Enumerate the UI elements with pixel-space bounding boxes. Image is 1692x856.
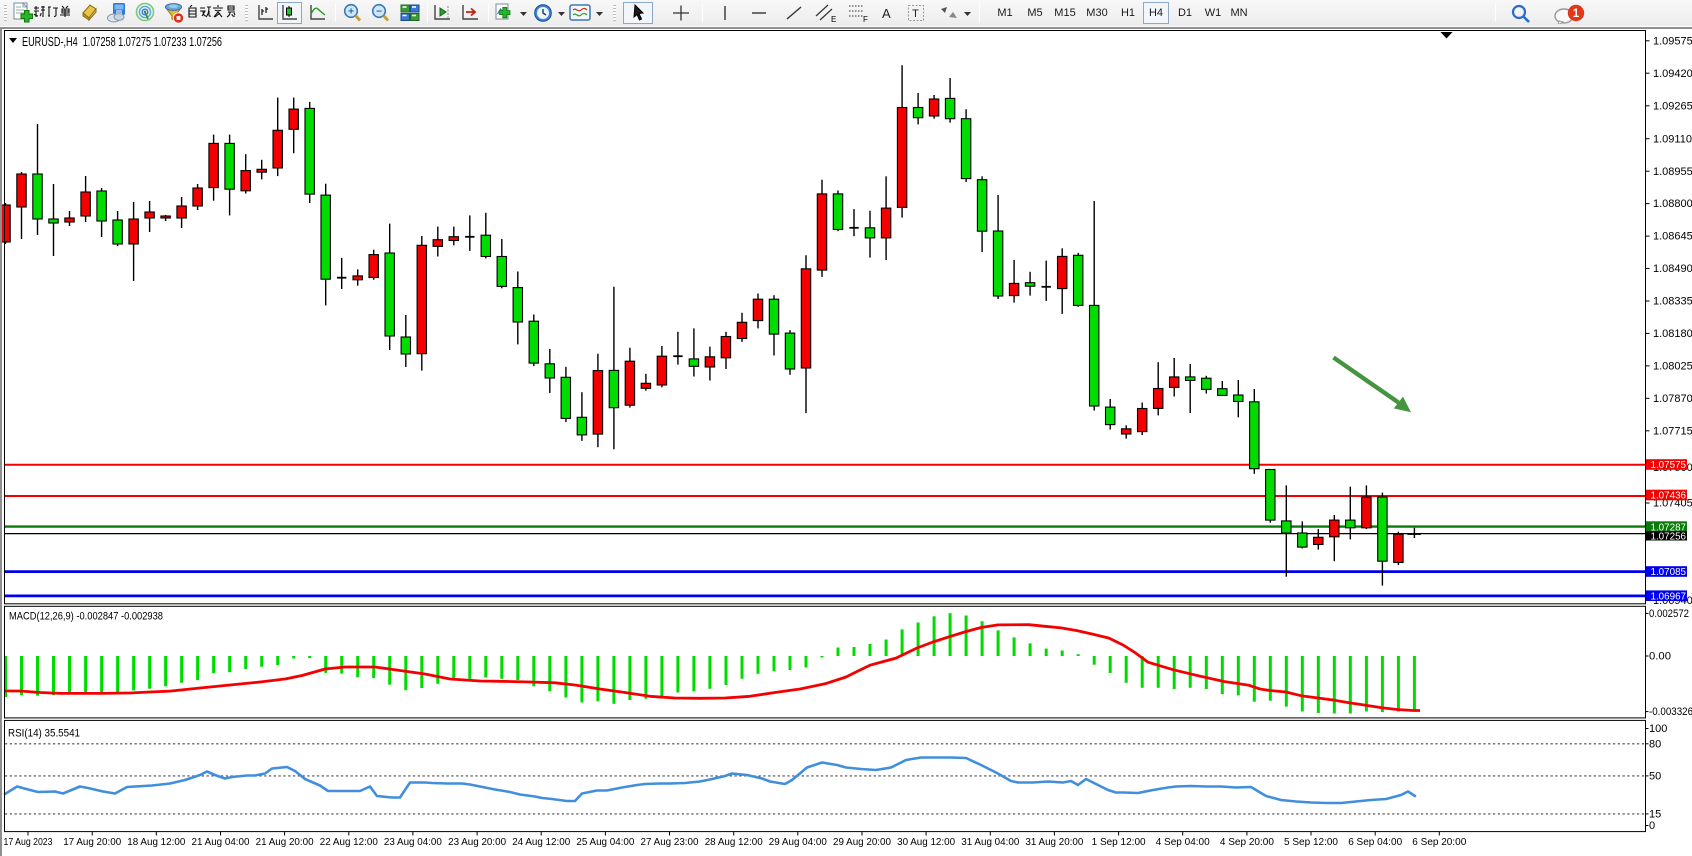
svg-text:1.09575: 1.09575 [1653,35,1692,47]
svg-text:31 Aug 04:00: 31 Aug 04:00 [961,836,1019,848]
svg-text:1.09420: 1.09420 [1653,68,1692,80]
svg-text:1.07870: 1.07870 [1653,393,1692,405]
svg-text:15: 15 [1649,809,1661,821]
svg-text:1.07287: 1.07287 [1651,521,1687,533]
svg-text:EURUSD-,H4 1.07258 1.07275 1.: EURUSD-,H4 1.07258 1.07275 1.07233 1.072… [22,35,222,49]
svg-text:22 Aug 12:00: 22 Aug 12:00 [320,836,378,848]
svg-text:18 Aug 12:00: 18 Aug 12:00 [127,836,185,848]
svg-text:+: + [348,7,354,18]
svg-text:21 Aug 20:00: 21 Aug 20:00 [256,836,314,848]
svg-text:T: T [912,8,919,20]
svg-text:6 Sep 04:00: 6 Sep 04:00 [1348,836,1402,848]
svg-text:100: 100 [1649,723,1667,735]
svg-text:29 Aug 04:00: 29 Aug 04:00 [769,836,827,848]
svg-text:1.08800: 1.08800 [1653,198,1692,210]
svg-text:-0.003326: -0.003326 [1649,706,1692,718]
svg-text:4 Sep 04:00: 4 Sep 04:00 [1156,836,1210,848]
svg-text:50: 50 [1649,771,1661,783]
svg-text:RSI(14) 35.5541: RSI(14) 35.5541 [8,728,80,740]
svg-text:0.00: 0.00 [1649,651,1671,663]
svg-text:0.002572: 0.002572 [1649,608,1689,620]
svg-text:1.07715: 1.07715 [1653,425,1692,437]
svg-text:30 Aug 12:00: 30 Aug 12:00 [897,836,955,848]
svg-text:0: 0 [1649,820,1655,832]
svg-text:1.07256: 1.07256 [1651,531,1687,543]
svg-text:29 Aug 20:00: 29 Aug 20:00 [833,836,891,848]
svg-text:1.08955: 1.08955 [1653,166,1692,178]
svg-text:1.08335: 1.08335 [1653,296,1692,308]
svg-text:6 Sep 20:00: 6 Sep 20:00 [1412,836,1466,848]
svg-text:5 Sep 12:00: 5 Sep 12:00 [1284,836,1338,848]
svg-text:31 Aug 20:00: 31 Aug 20:00 [1025,836,1083,848]
svg-text:−: − [376,7,382,18]
svg-text:1.07085: 1.07085 [1651,566,1687,578]
svg-text:1.08645: 1.08645 [1653,231,1692,243]
svg-text:4 Sep 20:00: 4 Sep 20:00 [1220,836,1274,848]
svg-text:80: 80 [1649,738,1661,750]
svg-text:24 Aug 12:00: 24 Aug 12:00 [512,836,570,848]
svg-text:21 Aug 04:00: 21 Aug 04:00 [192,836,250,848]
svg-text:25 Aug 04:00: 25 Aug 04:00 [576,836,634,848]
svg-text:28 Aug 12:00: 28 Aug 12:00 [705,836,763,848]
svg-text:1 Sep 12:00: 1 Sep 12:00 [1092,836,1146,848]
svg-text:1.08490: 1.08490 [1653,263,1692,275]
svg-text:17 Aug 20:00: 17 Aug 20:00 [63,836,121,848]
svg-text:1.07405: 1.07405 [1653,498,1692,510]
svg-text:1.08180: 1.08180 [1653,328,1692,340]
svg-text:17 Aug 2023: 17 Aug 2023 [4,836,53,848]
svg-text:23 Aug 04:00: 23 Aug 04:00 [384,836,442,848]
svg-text:1.07436: 1.07436 [1651,490,1687,502]
svg-text:MACD(12,26,9) -0.002847 -0.002: MACD(12,26,9) -0.002847 -0.002938 [9,611,163,623]
svg-text:F: F [863,15,868,24]
svg-text:1: 1 [1573,8,1580,20]
svg-text:1.08025: 1.08025 [1653,361,1692,373]
svg-text:27 Aug 23:00: 27 Aug 23:00 [641,836,699,848]
svg-text:1.09265: 1.09265 [1653,100,1692,112]
svg-text:1.06967: 1.06967 [1651,590,1687,602]
svg-text:1.09110: 1.09110 [1653,133,1692,145]
svg-text:E: E [831,15,836,24]
svg-text:1.07575: 1.07575 [1651,459,1687,471]
svg-text:23 Aug 20:00: 23 Aug 20:00 [448,836,506,848]
